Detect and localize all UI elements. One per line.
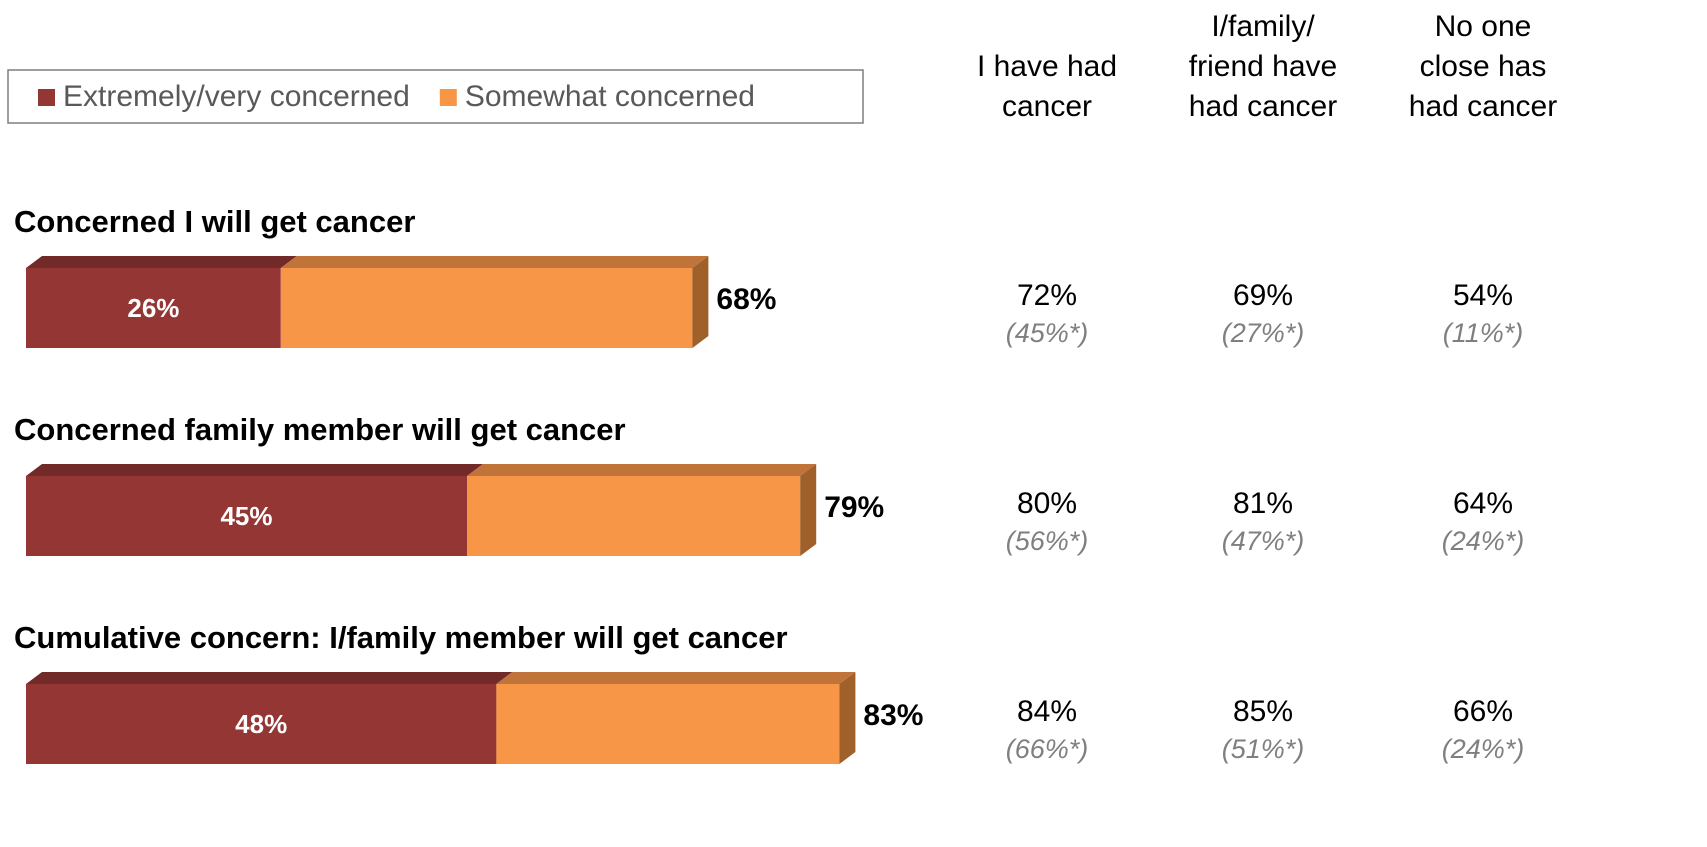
- table-value: 69%: [1233, 279, 1293, 312]
- table-value: 64%: [1453, 487, 1513, 520]
- column-header: cancer: [1002, 90, 1092, 123]
- table-subvalue: (51%*): [1222, 734, 1305, 764]
- column-header: close has: [1420, 50, 1547, 83]
- legend-label: Extremely/very concerned: [63, 80, 410, 113]
- table-value: 72%: [1017, 279, 1077, 312]
- column-header: I have had: [977, 50, 1117, 83]
- bar-value-label: 26%: [127, 293, 179, 323]
- table-subvalue: (66%*): [1006, 734, 1089, 764]
- bar-side: [800, 464, 817, 556]
- legend-box: [7, 69, 864, 124]
- column-header: had cancer: [1409, 90, 1557, 123]
- bar-side: [839, 672, 856, 764]
- table-value: 81%: [1233, 487, 1293, 520]
- bar-top: [280, 256, 709, 268]
- table-subvalue: (56%*): [1006, 526, 1089, 556]
- total-label: 83%: [863, 699, 923, 732]
- table-value: 54%: [1453, 279, 1513, 312]
- legend-swatch: [38, 89, 55, 106]
- table-subvalue: (24%*): [1442, 734, 1525, 764]
- bar-segment: [26, 684, 497, 764]
- table-subvalue: (11%*): [1443, 318, 1524, 348]
- table-subvalue: (47%*): [1222, 526, 1305, 556]
- bar-top: [467, 464, 817, 476]
- table-value: 66%: [1453, 695, 1513, 728]
- total-label: 79%: [824, 491, 884, 524]
- legend-label: Somewhat concerned: [465, 80, 755, 113]
- bar-top: [496, 672, 856, 684]
- bar-segment: [280, 268, 693, 348]
- bar-segment: [26, 268, 281, 348]
- table-subvalue: (24%*): [1442, 526, 1525, 556]
- bar-top: [26, 256, 297, 268]
- legend-swatch: [439, 89, 457, 106]
- column-header: friend have: [1189, 50, 1337, 83]
- bar-value-label: 48%: [235, 709, 287, 739]
- bar-segment: [26, 476, 467, 556]
- bar-top: [26, 672, 513, 684]
- column-header: I/family/: [1211, 10, 1315, 43]
- column-header: had cancer: [1189, 90, 1337, 123]
- category-title: Cumulative concern: I/family member will…: [14, 620, 788, 655]
- bar-top: [26, 464, 483, 476]
- table-value: 85%: [1233, 695, 1293, 728]
- table-value: 80%: [1017, 487, 1077, 520]
- bar-value-label: 45%: [220, 501, 272, 531]
- total-label: 68%: [716, 283, 776, 316]
- table-value: 84%: [1017, 695, 1077, 728]
- category-title: Concerned I will get cancer: [14, 204, 415, 239]
- bar-side: [692, 256, 709, 348]
- table-subvalue: (27%*): [1222, 318, 1305, 348]
- table-subvalue: (45%*): [1006, 318, 1089, 348]
- bar-segment: [496, 684, 840, 764]
- bar-segment: [467, 476, 801, 556]
- column-header: No one: [1435, 10, 1532, 43]
- category-title: Concerned family member will get cancer: [14, 412, 626, 447]
